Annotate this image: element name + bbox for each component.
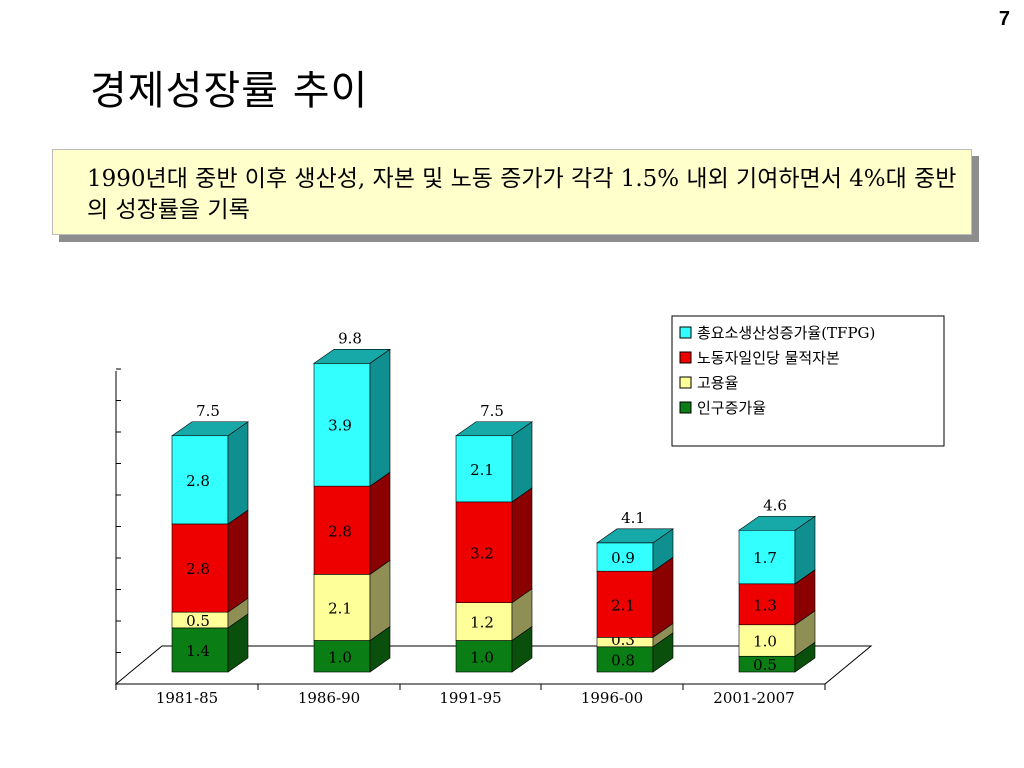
category-label: 1991-95: [439, 689, 501, 707]
bar-segment: [596, 528, 674, 572]
page-number: 7: [998, 8, 1010, 30]
bar-segment: [738, 569, 816, 626]
bar-side: [227, 509, 249, 613]
bar-segment: [455, 588, 533, 642]
legend-label: 인구증가율: [697, 399, 766, 417]
bar-side: [511, 487, 533, 604]
total-label: 4.6: [763, 496, 787, 514]
data-label: 1.0: [753, 633, 777, 651]
data-label: 2.1: [328, 599, 352, 617]
bar-front: [596, 542, 654, 572]
bar-front: [455, 435, 513, 503]
bar-segment: [596, 632, 674, 673]
bar-front: [171, 627, 229, 673]
bar-front: [596, 570, 654, 638]
data-label: 2.8: [186, 560, 210, 578]
category-label: 1986-90: [298, 689, 360, 707]
legend-swatch: [679, 376, 692, 389]
total-label: 7.5: [196, 402, 220, 420]
bar-segment: [455, 421, 533, 503]
data-label: 0.8: [611, 651, 635, 669]
legend-box: [671, 315, 945, 447]
bar-front: [313, 485, 371, 575]
bar-segment: [171, 613, 249, 673]
data-label: 1.2: [470, 614, 494, 632]
bar-segment: [171, 597, 249, 629]
bar-segment: [455, 625, 533, 673]
data-label: 0.9: [611, 549, 635, 567]
callout-text: 1990년대 중반 이후 생산성, 자본 및 노동 증가가 각각 1.5% 내외…: [87, 166, 957, 223]
bar-segment: [738, 610, 816, 657]
bar-front: [171, 435, 229, 525]
data-label: 1.4: [186, 642, 210, 660]
data-label: 2.1: [611, 596, 635, 614]
data-label: 3.2: [470, 544, 494, 562]
data-label: 0.5: [186, 612, 210, 630]
data-label: 1.3: [753, 596, 777, 614]
bar-top: [455, 421, 533, 437]
bar-side: [369, 471, 391, 575]
bar-front: [313, 362, 371, 487]
data-label: 0.5: [753, 656, 777, 674]
bar-top: [596, 528, 674, 544]
legend-label: 노동자일인당 물적자본: [697, 349, 840, 367]
page-title: 경제성장률 추이: [90, 68, 369, 114]
bar-segment: [313, 348, 391, 487]
bar-segment: [738, 515, 816, 585]
total-label: 7.5: [480, 402, 504, 420]
bar-top: [313, 348, 391, 364]
bar-front: [455, 602, 513, 641]
bar-segment: [171, 421, 249, 525]
category-label: 1981-85: [156, 689, 218, 707]
bar-segment: [171, 509, 249, 613]
category-label: 1996-00: [581, 689, 643, 707]
bar-segment: [313, 471, 391, 575]
bar-segment: [596, 556, 674, 638]
bar-front: [313, 574, 371, 641]
total-label: 4.1: [621, 509, 645, 527]
bar-front: [171, 523, 229, 613]
bar-segment: [313, 625, 391, 673]
bar-segment: [738, 641, 816, 673]
bar-front: [455, 640, 513, 673]
bar-top: [171, 421, 249, 437]
bar-front: [313, 640, 371, 673]
data-label: 1.0: [328, 648, 352, 666]
data-label: 1.0: [470, 648, 494, 666]
data-label: 3.9: [328, 417, 352, 435]
category-label: 2001-2007: [713, 689, 794, 707]
bar-segment: [313, 559, 391, 642]
callout-box: 1990년대 중반 이후 생산성, 자본 및 노동 증가가 각각 1.5% 내외…: [52, 149, 972, 235]
bar-front: [596, 646, 654, 673]
bar-side: [369, 348, 391, 487]
data-label: 2.8: [186, 472, 210, 490]
legend-label: 총요소생산성증가율(TFPG): [697, 324, 875, 342]
bar-top: [738, 515, 816, 531]
legend-swatch: [679, 401, 692, 414]
data-label: 1.7: [753, 549, 777, 567]
bar-segment: [455, 487, 533, 604]
total-label: 9.8: [338, 329, 362, 347]
bar-front: [738, 624, 796, 657]
legend-label: 고용율: [697, 374, 738, 392]
legend-swatch: [679, 326, 692, 339]
data-label: 2.8: [328, 522, 352, 540]
legend-swatch: [679, 351, 692, 364]
bar-side: [227, 421, 249, 525]
data-label: 2.1: [470, 461, 494, 479]
